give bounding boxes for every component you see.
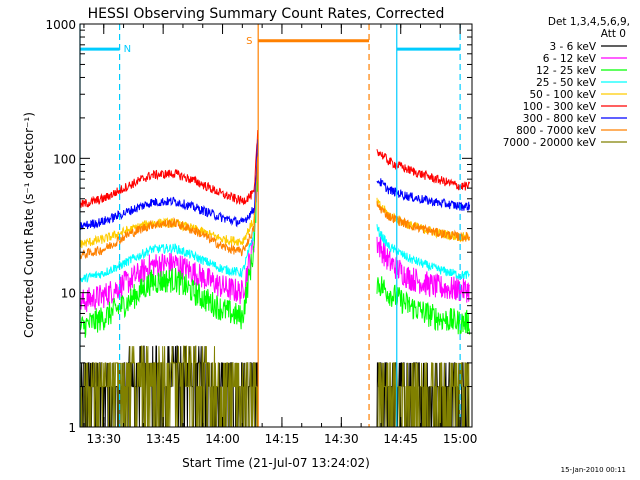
plot-frame: [79, 23, 473, 428]
series-300-to-800keV-kev: [80, 139, 471, 231]
legend-label: 6 - 12 keV: [543, 53, 597, 65]
series-800-to-7000keV-kev: [80, 156, 471, 260]
series-line-segment: [376, 236, 471, 303]
legend-entry: 7000 - 20000 keV: [503, 137, 627, 149]
legend-entry: 12 - 25 keV: [536, 65, 627, 77]
legend-entry: 800 - 7000 keV: [516, 125, 627, 137]
series-line-segment: [80, 163, 259, 313]
axis-layer: 13:30 13:45 14:00 14:15 14:30 14:45 15:00 1 10 10…: [45, 18, 477, 446]
legend-label: 50 - 100 keV: [529, 89, 596, 101]
series-6-to-12keV-kev: [80, 163, 471, 313]
x-tick-label: 15:00: [443, 432, 478, 446]
legend-label: 300 - 800 keV: [523, 113, 597, 125]
x-tick-label: 14:15: [265, 432, 300, 446]
x-tick-label: 13:45: [146, 432, 181, 446]
legend-entry: 3 - 6 keV: [549, 41, 627, 53]
legend-entry: 25 - 50 keV: [536, 77, 627, 89]
series-line-segment: [80, 163, 259, 283]
series-line-segment: [376, 224, 470, 280]
saa-label: S: [246, 36, 252, 47]
series-line-segment: [376, 276, 471, 335]
series-12-to-25keV-kev: [80, 172, 471, 338]
legend-label: 25 - 50 keV: [536, 77, 597, 89]
night-label: N: [124, 44, 131, 55]
series-line-segment: [80, 345, 259, 427]
legend-label: 7000 - 20000 keV: [503, 137, 597, 149]
series-line-segment: [80, 129, 259, 208]
x-axis-label: Start Time (21-Jul-07 13:24:02): [182, 456, 370, 470]
legend-label: 12 - 25 keV: [536, 65, 597, 77]
series-line-segment: [376, 149, 471, 191]
chart-title: HESSI Observing Summary Count Rates, Cor…: [88, 6, 445, 22]
series-25-to-50keV-kev: [80, 163, 470, 283]
footer-date: 15-Jan-2010 00:11: [561, 466, 626, 474]
legend-label: 800 - 7000 keV: [516, 125, 597, 137]
y-tick-label: 10: [61, 287, 76, 301]
x-tick-label: 13:30: [86, 432, 121, 446]
series-7000-to-20000keV-kev: [80, 345, 470, 427]
x-tick-label: 14:30: [324, 432, 359, 446]
legend-label: 3 - 6 keV: [549, 41, 596, 53]
x-tick-label: 14:00: [205, 432, 240, 446]
series-100-to-300keV-kev: [80, 129, 471, 208]
legend-header: Att 0: [601, 28, 626, 40]
y-tick-label: 1000: [45, 18, 76, 32]
series-line-segment: [376, 178, 471, 211]
legend-label: 100 - 300 keV: [523, 101, 597, 113]
series-line-segment: [80, 156, 259, 260]
legend-header: Det 1,3,4,5,6,9,: [548, 16, 630, 28]
series-line-segment: [377, 362, 470, 427]
legend-entry: 100 - 300 keV: [523, 101, 627, 113]
legend-entry: 300 - 800 keV: [523, 113, 627, 125]
legend-entry: 50 - 100 keV: [529, 89, 627, 101]
series-line-segment: [80, 172, 259, 338]
x-tick-label: 14:45: [383, 432, 418, 446]
series-line-segment: [80, 139, 259, 231]
y-tick-label: 1: [68, 421, 76, 435]
legend-entry: 6 - 12 keV: [543, 53, 627, 65]
series-line-segment: [376, 201, 471, 243]
y-axis-label: Corrected Count Rate (s⁻¹ detector⁻¹): [22, 112, 36, 338]
series-layer: [80, 129, 471, 427]
y-tick-label: 100: [53, 152, 76, 166]
